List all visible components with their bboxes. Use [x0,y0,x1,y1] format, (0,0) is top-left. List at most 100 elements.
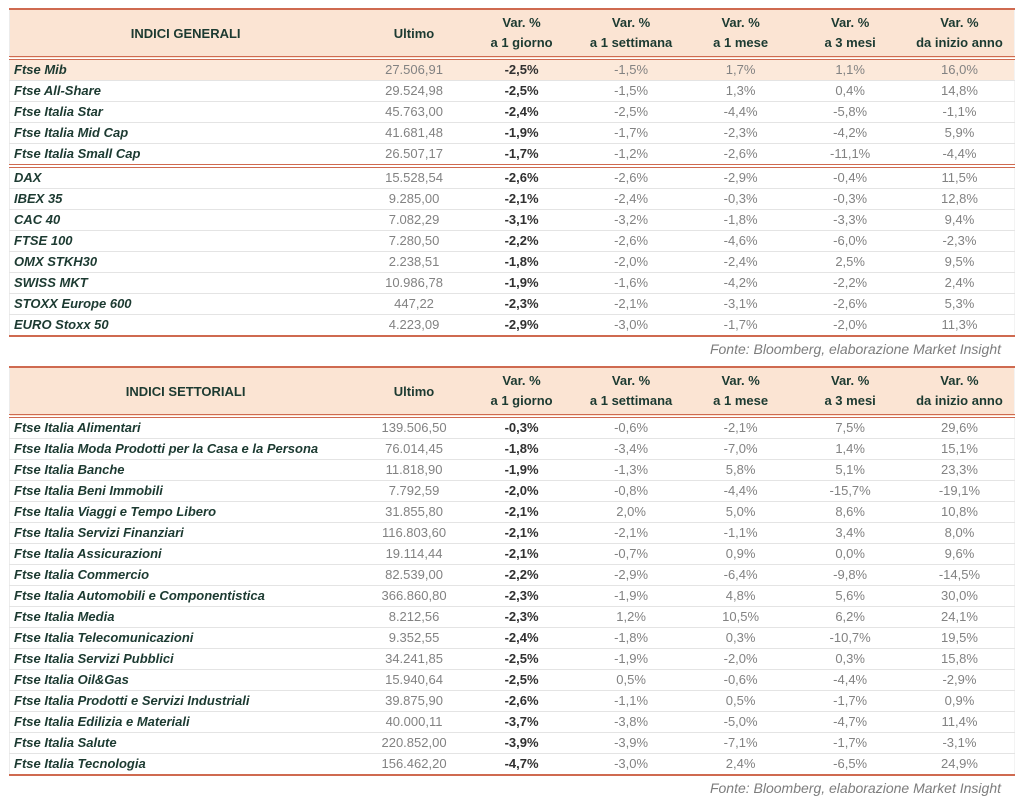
var-value-var-1-mese: -5,0% [685,711,796,733]
var-value-var-1-mese: -2,1% [685,416,796,439]
index-name: Ftse Italia Servizi Finanziari [9,522,362,544]
var-value-var-inizio-anno: 9,5% [904,251,1015,273]
var-value-var-1-settimana: -1,9% [576,585,686,607]
var-value-var-inizio-anno: 11,5% [904,166,1015,189]
var-value-var-1-giorno: -2,5% [466,648,577,670]
index-data-grid: INDICI GENERALI Ultimo Var. % a 1 giorno V… [9,8,1015,337]
table-row: Ftse Italia Moda Prodotti per la Casa e … [9,438,1015,460]
var-value-var-inizio-anno: -2,9% [904,669,1015,691]
var-value-var-inizio-anno: -4,4% [904,143,1015,168]
table-row: OMX STKH30 2.238,51 -1,8% -2,0% -2,4% 2,5% 9… [9,251,1015,273]
var-value-var-inizio-anno: 15,8% [904,648,1015,670]
var-value-var-1-giorno: -1,9% [466,272,577,294]
var-value-var-3-mesi: -2,0% [795,314,905,337]
var-value-var-1-giorno: -2,1% [466,543,577,565]
var-value-var-1-giorno: -1,9% [466,459,577,481]
var-value-var-1-settimana: -3,0% [576,753,686,776]
index-name: Ftse Italia Alimentari [9,416,362,439]
index-name: Ftse Italia Beni Immobili [9,480,362,502]
var-header-line2: a 1 giorno [490,35,553,50]
var-value-var-1-settimana: 1,2% [576,606,686,628]
var-header-line1: Var. % [502,372,541,388]
ultimo-value: 116.803,60 [361,522,467,544]
ultimo-value: 7.280,50 [361,230,467,252]
index-name: Ftse Italia Prodotti e Servizi Industria… [9,690,362,712]
var-value-var-1-settimana: -1,5% [576,58,686,81]
ultimo-value: 39.875,90 [361,690,467,712]
var-value-var-3-mesi: -0,4% [795,166,905,189]
var-value-var-inizio-anno: -19,1% [904,480,1015,502]
table-row: Ftse Italia Salute 220.852,00 -3,9% -3,9%… [9,732,1015,754]
var-value-var-3-mesi: -2,2% [795,272,905,294]
ultimo-value: 45.763,00 [361,101,467,123]
var-value-var-1-giorno: -1,8% [466,251,577,273]
var-header-line1: Var. % [940,372,979,388]
var-value-var-1-settimana: 0,5% [576,669,686,691]
var-value-var-inizio-anno: 11,3% [904,314,1015,337]
var-header-line2: a 1 settimana [589,393,673,408]
var-value-var-1-settimana: -2,6% [576,166,686,189]
header-row: INDICI SETTORIALI Ultimo Var. % a 1 giorn… [9,366,1015,418]
var-value-var-3-mesi: 5,1% [795,459,905,481]
table-row: Ftse Italia Servizi Finanziari 116.803,6… [9,522,1015,544]
var-value-var-inizio-anno: 8,0% [904,522,1015,544]
table-body: Ftse Italia Alimentari 139.506,50 -0,3% -… [9,416,1015,776]
index-name: Ftse Italia Servizi Pubblici [9,648,362,670]
var-header-line2: a 1 mese [713,393,769,408]
var-value-var-1-settimana: -1,1% [576,690,686,712]
var-value-var-3-mesi: -6,0% [795,230,905,252]
var-value-var-3-mesi: -10,7% [795,627,905,649]
var-value-var-inizio-anno: 5,9% [904,122,1015,144]
table-row: Ftse Italia Telecomunicazioni 9.352,55 -… [9,627,1015,649]
var-value-var-inizio-anno: -14,5% [904,564,1015,586]
ultimo-value: 19.114,44 [361,543,467,565]
table-row: IBEX 35 9.285,00 -2,1% -2,4% -0,3% -0,3% 12,… [9,188,1015,210]
var-value-var-1-mese: 0,5% [685,690,796,712]
var-value-var-inizio-anno: -3,1% [904,732,1015,754]
column-header-var-inizio-anno: Var. % da inizio anno [904,8,1015,60]
var-value-var-1-giorno: -2,6% [466,690,577,712]
var-value-var-3-mesi: -6,5% [795,753,905,776]
var-header-line1: Var. % [830,14,870,30]
var-value-var-inizio-anno: 10,8% [904,501,1015,523]
var-value-var-3-mesi: -1,7% [795,732,905,754]
table-title: INDICI SETTORIALI [9,366,362,418]
var-header-line1: Var. % [721,14,760,30]
column-header-var-1-giorno: Var. % a 1 giorno [466,8,577,60]
ultimo-value: 82.539,00 [361,564,467,586]
var-value-var-1-mese: 5,8% [685,459,796,481]
var-header-line2: a 1 giorno [490,393,553,408]
var-value-var-1-giorno: -2,5% [466,58,577,81]
index-name: CAC 40 [9,209,362,231]
var-value-var-3-mesi: 1,4% [795,438,905,460]
ultimo-value: 15.940,64 [361,669,467,691]
index-name: Ftse Italia Small Cap [9,143,362,168]
var-value-var-1-mese: 4,8% [685,585,796,607]
var-value-var-inizio-anno: 0,9% [904,690,1015,712]
table-row: Ftse Italia Automobili e Componentistica… [9,585,1015,607]
var-value-var-1-settimana: -1,6% [576,272,686,294]
table-row: Ftse Italia Media 8.212,56 -2,3% 1,2% 10,5… [9,606,1015,628]
var-value-var-1-giorno: -1,7% [466,143,577,168]
column-header-var-1-settimana: Var. % a 1 settimana [576,8,686,60]
var-value-var-1-settimana: -2,4% [576,188,686,210]
ultimo-value: 26.507,17 [361,143,467,168]
ultimo-value: 7.792,59 [361,480,467,502]
ultimo-value: 9.352,55 [361,627,467,649]
var-value-var-1-mese: -2,6% [685,143,796,168]
var-value-var-3-mesi: 5,6% [795,585,905,607]
var-value-var-1-settimana: -0,8% [576,480,686,502]
table-row: Ftse Italia Servizi Pubblici 34.241,85 -… [9,648,1015,670]
var-value-var-1-settimana: -2,1% [576,522,686,544]
var-value-var-1-settimana: -3,8% [576,711,686,733]
var-value-var-1-settimana: -2,6% [576,230,686,252]
column-header-var-inizio-anno: Var. % da inizio anno [904,366,1015,418]
var-header-line2: a 3 mesi [824,35,876,50]
tables-container: INDICI GENERALI Ultimo Var. % a 1 giorno V… [9,8,1015,800]
ultimo-value: 2.238,51 [361,251,467,273]
var-value-var-3-mesi: 7,5% [795,416,905,439]
var-value-var-1-giorno: -2,0% [466,480,577,502]
var-value-var-1-settimana: -3,0% [576,314,686,337]
var-value-var-3-mesi: 8,6% [795,501,905,523]
var-value-var-1-giorno: -2,1% [466,188,577,210]
